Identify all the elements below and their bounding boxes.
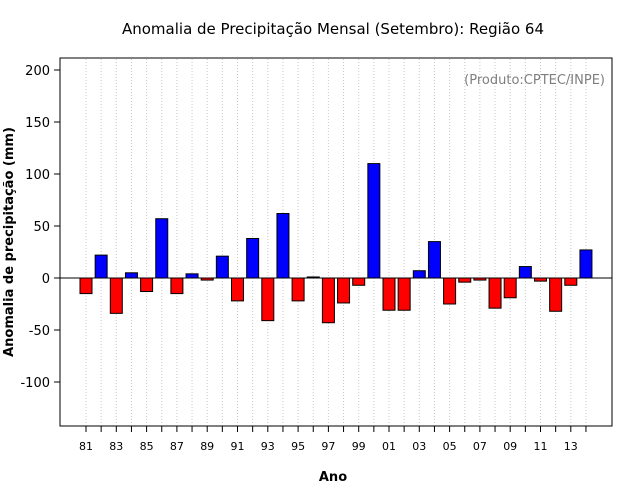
- bar-94: [276, 213, 290, 279]
- bar-91: [231, 277, 244, 302]
- y-tick-label: 200: [25, 64, 50, 79]
- bar-85: [140, 277, 154, 293]
- y-tick-label: 50: [33, 220, 50, 235]
- x-tick-label: 13: [564, 440, 578, 453]
- bar-12: [549, 277, 563, 312]
- bar-86: [155, 218, 169, 279]
- bar-05: [443, 277, 457, 305]
- bar-81: [79, 277, 93, 295]
- x-tick-label: 85: [140, 440, 154, 453]
- bar-88: [185, 273, 199, 279]
- y-tick-label: -50: [29, 324, 50, 339]
- bar-10: [518, 266, 532, 279]
- bar-04: [427, 241, 441, 279]
- y-tick-label: -100: [20, 376, 50, 391]
- bar-93: [261, 277, 275, 322]
- bar-08: [488, 277, 502, 309]
- bar-00: [367, 163, 381, 279]
- bar-09: [503, 277, 517, 299]
- credit-text: (Produto:CPTEC/INPE): [464, 73, 605, 88]
- bar-01: [382, 277, 396, 311]
- bar-99: [352, 277, 366, 286]
- x-tick-label: 91: [231, 440, 245, 453]
- grid: [85, 59, 587, 425]
- x-tick-label: 89: [200, 440, 214, 453]
- x-tick-label: 83: [109, 440, 123, 453]
- bar-92: [246, 237, 260, 279]
- x-tick-label: 81: [79, 440, 93, 453]
- bar-82: [94, 254, 108, 279]
- y-tick-label: 100: [25, 168, 50, 183]
- bar-13: [564, 277, 578, 286]
- y-tick-label: 150: [25, 116, 50, 131]
- bars: [79, 163, 593, 324]
- chart-title: Anomalia de Precipitação Mensal (Setembr…: [122, 20, 544, 38]
- bar-87: [170, 277, 184, 295]
- x-tick-label: 93: [261, 440, 275, 453]
- bar-97: [321, 277, 335, 324]
- y-axis-label: Anomalia de precipitação (mm): [2, 127, 17, 357]
- y-axis: -100 -50 0 50 100 150 200: [20, 64, 60, 391]
- x-axis: 81 83 85 87 89 91 93 95 97 99 01 03 05 07 09 11 13: [79, 426, 587, 453]
- x-tick-label: 01: [382, 440, 396, 453]
- bar-03: [412, 270, 426, 279]
- x-tick-label: 11: [534, 440, 548, 453]
- x-tick-label: 05: [443, 440, 457, 453]
- x-axis-label: Ano: [319, 470, 347, 485]
- y-tick-label: 0: [42, 272, 50, 287]
- x-tick-label: 07: [473, 440, 487, 453]
- x-tick-label: 03: [412, 440, 426, 453]
- bar-98: [337, 277, 351, 304]
- bar-06: [458, 277, 472, 283]
- bar-02: [397, 277, 411, 311]
- bar-95: [291, 277, 305, 302]
- bar-90: [215, 255, 229, 279]
- x-tick-label: 87: [170, 440, 184, 453]
- x-tick-label: 99: [352, 440, 366, 453]
- plot-frame: [59, 57, 613, 427]
- x-tick-label: 97: [321, 440, 335, 453]
- bar-83: [109, 277, 123, 314]
- x-tick-label: 09: [503, 440, 517, 453]
- bar-84: [124, 272, 138, 279]
- bar-14: [579, 249, 593, 279]
- x-tick-label: 95: [291, 440, 305, 453]
